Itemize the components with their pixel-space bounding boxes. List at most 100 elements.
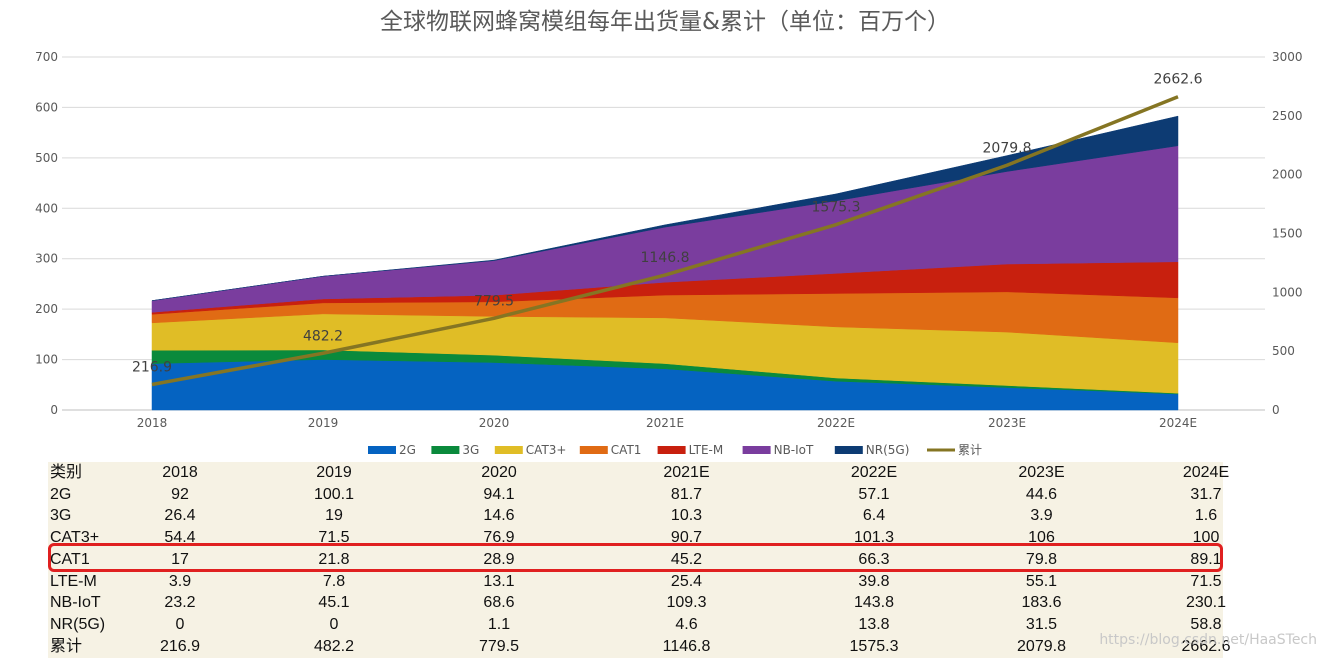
legend: 2G 3G CAT3+ CAT1 LTE-M NB-IoT NR(5G) 累计 [368,443,982,457]
x-tick-label: 2019 [308,416,339,430]
row-label-cell: LTE-M [50,572,97,590]
left-tick-label: 600 [35,100,58,114]
table-row: CAT1 17 21.8 28.9 45.2 66.3 79.8 89.1 [48,549,1283,571]
right-tick-label: 1500 [1272,227,1303,241]
right-tick-label: 2500 [1272,109,1303,123]
table-cell: 55.1 [1025,572,1058,590]
cumulative-data-label: 2662.6 [1154,72,1203,88]
table-row: NB-IoT 23.2 45.1 68.6 109.3 143.8 183.6 230.1 [48,592,1283,614]
cumulative-series-line [151,95,1179,387]
left-axis: 0 100 200 300 400 500 600 700 [35,50,58,417]
row-label-cell: 3G [50,507,72,525]
table-cell: 779.5 [478,637,520,655]
table-cell: 1.6 [1194,507,1218,525]
legend-label: NR(5G) [866,443,910,457]
table-cell: 44.6 [1025,485,1058,503]
table-cell: 1.1 [487,615,511,633]
table-cell: 2024E [1182,464,1230,481]
table-cell: 2022E [850,464,898,481]
table-cell: 2079.8 [1017,637,1066,655]
table-cell: 6.4 [862,507,886,525]
table-cell: 143.8 [853,594,895,612]
x-tick-label: 2021E [646,416,684,430]
table-cell: 3.9 [1030,507,1053,525]
x-tick-label: 2022E [817,416,855,430]
table-cell: 216.9 [159,637,201,655]
table-row: 3G 26.4 19 14.6 10.3 6.4 3.9 1.6 [48,505,1283,527]
row-label-cell: CAT1 [50,550,90,568]
x-tick-label: 2018 [137,416,168,430]
table-cell: 26.4 [164,507,196,525]
row-label-cell: 类别 [50,464,83,481]
table-row: 类别 2018 2019 2020 2021E 2022E 2023E 2024E [48,462,1283,484]
table-cell: 31.5 [1025,615,1058,633]
left-tick-label: 0 [50,403,58,417]
cumulative-data-label: 482.2 [303,328,343,344]
table-cell: 71.5 [1190,572,1222,590]
table-row: LTE-M 3.9 7.8 13.1 25.4 39.8 55.1 71.5 [48,571,1283,593]
table-cell: 76.9 [483,529,515,547]
legend-swatch [742,446,771,454]
legend-swatch [368,446,396,454]
x-tick-label: 2024E [1159,416,1197,430]
table-cell: 106 [1028,529,1055,547]
table-cell: 58.8 [1190,615,1222,633]
table-cell: 21.8 [318,550,350,568]
table-cell: 92 [171,485,189,503]
table-row: NR(5G) 0 0 1.1 4.6 13.8 31.5 58.8 [48,614,1283,636]
cumulative-data-label: 779.5 [474,293,514,309]
table-cell: 4.6 [675,615,698,633]
x-tick-label: 2020 [479,416,510,430]
table-cell: 79.8 [1025,550,1058,568]
table-cell: 23.2 [164,594,196,612]
table-cell: 3.9 [168,572,192,590]
legend-swatch [494,446,523,454]
right-tick-label: 3000 [1272,50,1303,64]
table-cell: 81.7 [670,485,703,503]
stacked-area-chart: 全球物联网蜂窝模组每年出货量&累计（单位：百万个） 216.9 482.2 779.… [35,9,1303,457]
table-cell: 89.1 [1190,550,1222,568]
row-label-cell: NR(5G) [50,615,106,633]
table-cell: 101.3 [853,529,895,547]
table-cell: 19 [325,507,343,525]
table-cell: 13.8 [858,615,890,633]
table-cell: 71.5 [318,529,350,547]
table-cell: 2021E [663,464,710,481]
table-cell: 0 [329,615,339,633]
table-cell: 1146.8 [662,637,711,655]
table-cell: 17 [171,550,189,568]
right-tick-label: 500 [1272,344,1295,358]
table-cell: 2018 [162,464,198,481]
cumulative-data-label: 1575.3 [812,200,861,216]
legend-swatch [834,446,863,454]
table-row: 2G 92 100.1 94.1 81.7 57.1 44.6 31.7 [48,484,1283,506]
legend-label: CAT3+ [526,443,567,457]
table-cell: 2662.6 [1181,637,1231,655]
legend-swatch [657,446,686,454]
left-tick-label: 500 [35,151,58,165]
watermark: https://blog.csdn.net/HaaSTech [1099,632,1317,648]
left-tick-label: 400 [35,201,58,215]
table-cell: 100 [1192,529,1220,547]
table-cell: 31.7 [1190,485,1222,503]
table-cell: 100.1 [313,485,355,503]
table-cell: 230.1 [1185,594,1227,612]
table-cell: 2019 [316,464,352,481]
legend-swatch [579,446,608,454]
table-cell: 94.1 [483,485,515,503]
table-cell: 25.4 [670,572,703,590]
legend-label: LTE-M [689,443,724,457]
cumulative-line: 216.9 482.2 779.5 1146.8 1575.3 2079.8 2662.6 [132,72,1203,387]
row-label-cell: NB-IoT [50,594,101,612]
table-cell: 7.8 [322,572,346,590]
x-axis: 2018 2019 2020 2021E 2022E 2023E 2024E [137,416,1197,430]
table-cell: 0 [175,615,185,633]
legend-swatch [431,446,460,454]
table-cell: 90.7 [670,529,703,547]
table-cell: 39.8 [858,572,890,590]
row-label-cell: 累计 [50,637,83,655]
data-table: 类别 2018 2019 2020 2021E 2022E 2023E 2024E 2G 92 10… [48,462,1230,658]
table-cell: 2020 [481,464,517,481]
area-nr-5g- [151,115,1179,301]
cumulative-data-label: 216.9 [132,359,172,375]
